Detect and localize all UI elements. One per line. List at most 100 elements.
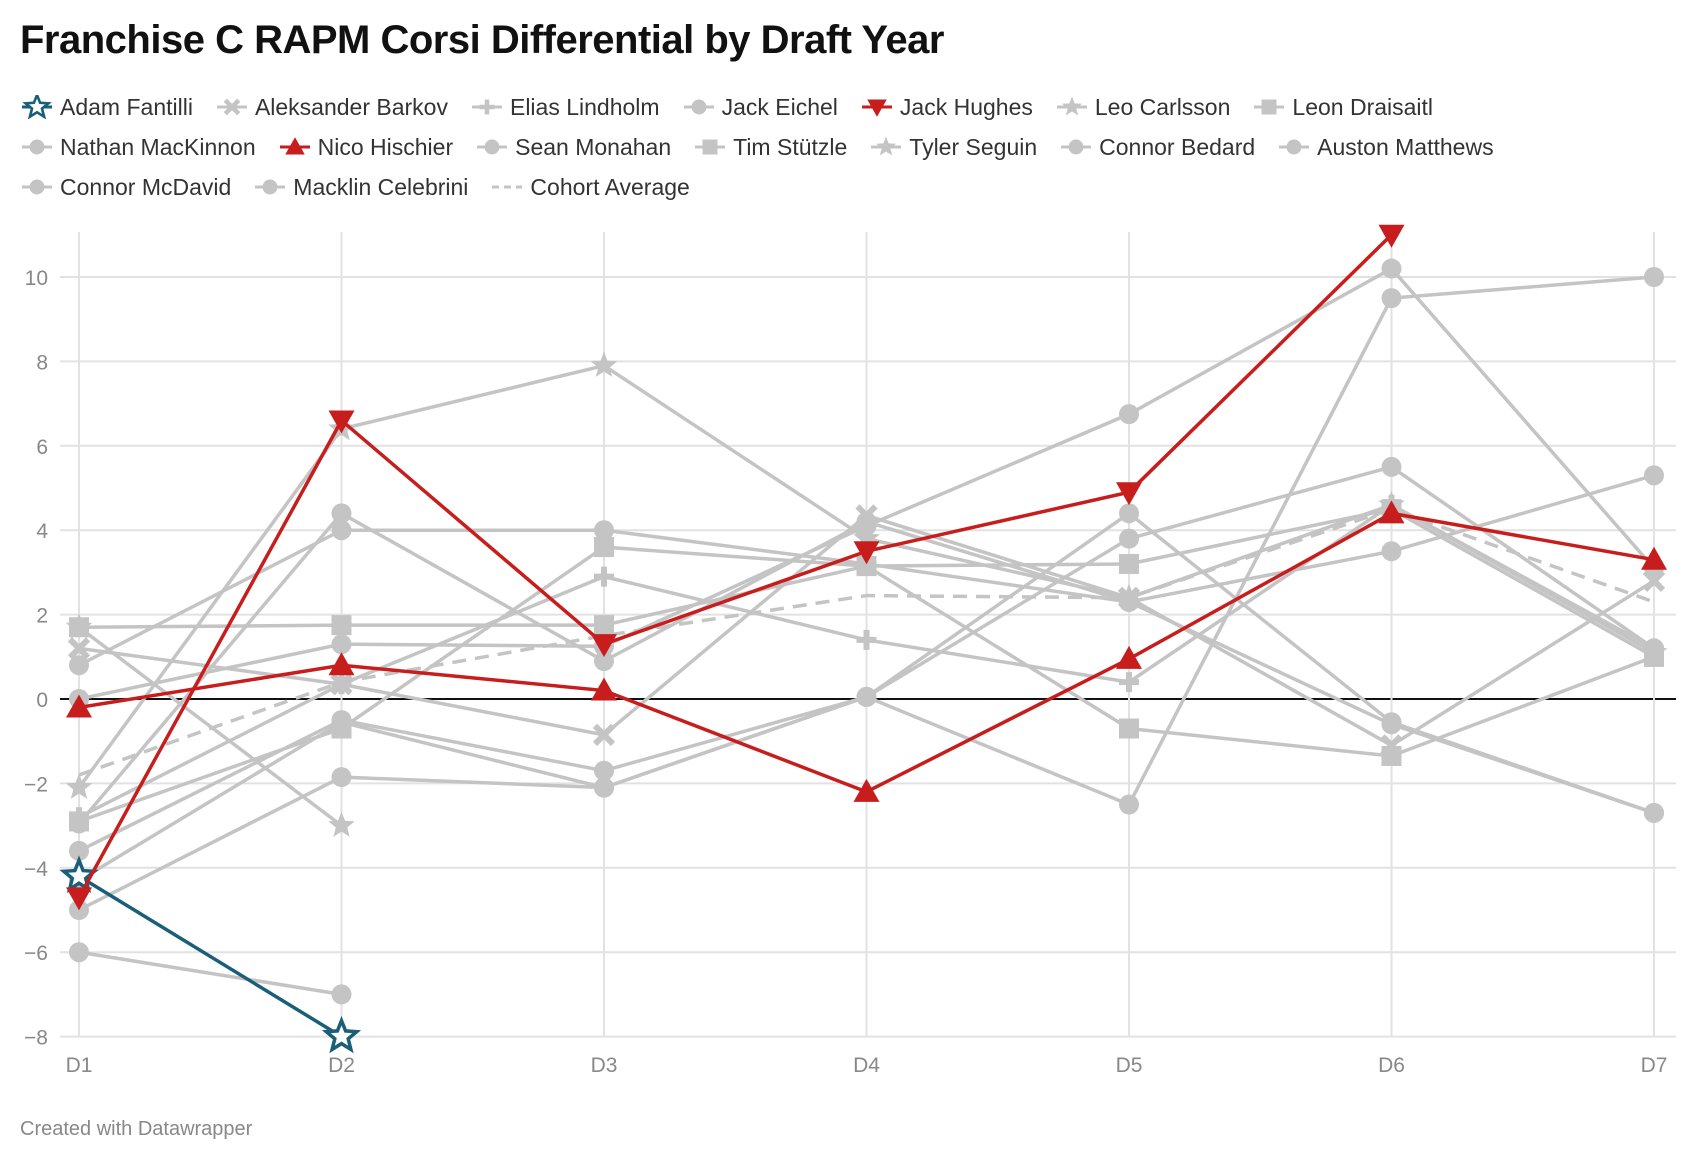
legend-item: Tim Stützle bbox=[693, 132, 847, 162]
legend-label: Elias Lindholm bbox=[509, 94, 660, 120]
data-point bbox=[262, 179, 278, 195]
data-point bbox=[1116, 482, 1142, 506]
data-point bbox=[867, 99, 887, 117]
y-tick-label: 4 bbox=[36, 520, 48, 543]
series-auston-matthews bbox=[69, 465, 1664, 834]
data-point bbox=[65, 613, 93, 639]
legend-label: Macklin Celebrini bbox=[293, 174, 469, 200]
legend-marker-icon bbox=[216, 98, 247, 116]
legend-marker-icon bbox=[279, 137, 310, 155]
y-tick-label: 6 bbox=[36, 436, 48, 459]
x-tick-label: D6 bbox=[1378, 1054, 1405, 1077]
series-connor-mcdavid bbox=[69, 267, 1664, 891]
data-point bbox=[1119, 404, 1139, 425]
data-point bbox=[594, 520, 614, 541]
data-point bbox=[1119, 503, 1139, 524]
legend-item: Adam Fantilli bbox=[20, 92, 193, 122]
legend-label: Nathan MacKinnon bbox=[60, 134, 256, 160]
data-point bbox=[69, 840, 89, 861]
data-point bbox=[1644, 802, 1664, 823]
data-point bbox=[22, 95, 52, 119]
data-point bbox=[594, 651, 614, 672]
data-point bbox=[65, 773, 93, 799]
x-tick-label: D2 bbox=[328, 1054, 355, 1077]
legend-marker-icon bbox=[1279, 139, 1310, 155]
x-tick-label: D1 bbox=[66, 1054, 93, 1077]
data-point bbox=[484, 139, 500, 155]
data-point bbox=[1261, 99, 1277, 115]
data-point bbox=[856, 511, 877, 532]
data-point bbox=[1644, 465, 1664, 486]
data-point bbox=[328, 811, 355, 837]
data-point bbox=[479, 99, 495, 115]
data-point bbox=[594, 615, 614, 636]
data-point bbox=[856, 556, 877, 577]
data-point bbox=[331, 520, 352, 541]
legend-marker-icon bbox=[861, 99, 892, 117]
data-point bbox=[1381, 258, 1402, 279]
y-tick-label: −2 bbox=[24, 773, 48, 796]
data-point bbox=[1119, 794, 1139, 815]
data-point bbox=[856, 686, 877, 707]
data-point bbox=[328, 410, 355, 434]
x-tick-label: D7 bbox=[1641, 1054, 1668, 1077]
x-tick-label: D5 bbox=[1116, 1054, 1143, 1077]
series-line bbox=[77, 233, 1393, 899]
legend-marker-icon bbox=[22, 139, 52, 155]
data-point bbox=[69, 942, 89, 963]
legend-label: Adam Fantilli bbox=[60, 94, 193, 120]
legend-item: Elias Lindholm bbox=[470, 92, 660, 122]
data-point bbox=[1381, 541, 1402, 562]
data-point bbox=[328, 652, 355, 676]
x-tick-label: D3 bbox=[591, 1054, 618, 1077]
legend-item: Tyler Seguin bbox=[869, 132, 1037, 162]
data-point bbox=[1119, 591, 1139, 612]
data-point bbox=[59, 855, 99, 894]
data-point bbox=[856, 629, 877, 650]
series-macklin-celebrini bbox=[69, 942, 352, 1005]
series-tyler-seguin bbox=[65, 613, 355, 837]
data-point bbox=[1378, 224, 1405, 248]
legend-marker-icon bbox=[1061, 139, 1092, 155]
legend-label: Auston Matthews bbox=[1317, 134, 1494, 160]
legend-item: Connor McDavid bbox=[20, 172, 231, 202]
legend-marker-icon bbox=[683, 99, 714, 115]
data-point bbox=[1641, 546, 1667, 570]
data-point bbox=[29, 179, 45, 195]
legend-item: Jack Hughes bbox=[860, 92, 1033, 122]
data-point bbox=[331, 674, 352, 695]
data-point bbox=[223, 98, 241, 116]
data-point bbox=[853, 778, 880, 802]
data-point bbox=[591, 677, 617, 701]
data-point bbox=[331, 712, 352, 733]
data-point bbox=[1119, 528, 1139, 549]
data-point bbox=[66, 887, 92, 911]
legend-marker-icon bbox=[1056, 96, 1087, 116]
data-point bbox=[331, 767, 352, 788]
chart-title: Franchise C RAPM Corsi Differential by D… bbox=[20, 18, 944, 62]
legend-item: Nico Hischier bbox=[278, 132, 453, 162]
data-point bbox=[853, 524, 880, 550]
series-adam-fantilli bbox=[59, 855, 362, 1054]
data-point bbox=[1381, 288, 1402, 309]
legend-item: Macklin Celebrini bbox=[253, 172, 468, 202]
data-point bbox=[1381, 456, 1402, 477]
data-point bbox=[592, 723, 616, 746]
data-point bbox=[1644, 267, 1664, 287]
series-jack-hughes bbox=[66, 224, 1405, 911]
legend-item: Auston Matthews bbox=[1277, 132, 1494, 162]
data-point bbox=[1381, 712, 1402, 733]
data-point bbox=[1378, 500, 1405, 524]
legend-label: Jack Eichel bbox=[721, 94, 838, 120]
data-point bbox=[594, 777, 614, 798]
data-point bbox=[590, 351, 618, 377]
data-point bbox=[1119, 672, 1139, 693]
data-point bbox=[876, 136, 897, 156]
data-point bbox=[702, 139, 718, 155]
legend-marker-icon bbox=[255, 179, 286, 195]
data-point bbox=[331, 503, 352, 524]
series-line bbox=[78, 950, 342, 997]
legend-item: Leo Carlsson bbox=[1055, 92, 1230, 122]
data-point bbox=[1119, 553, 1139, 574]
